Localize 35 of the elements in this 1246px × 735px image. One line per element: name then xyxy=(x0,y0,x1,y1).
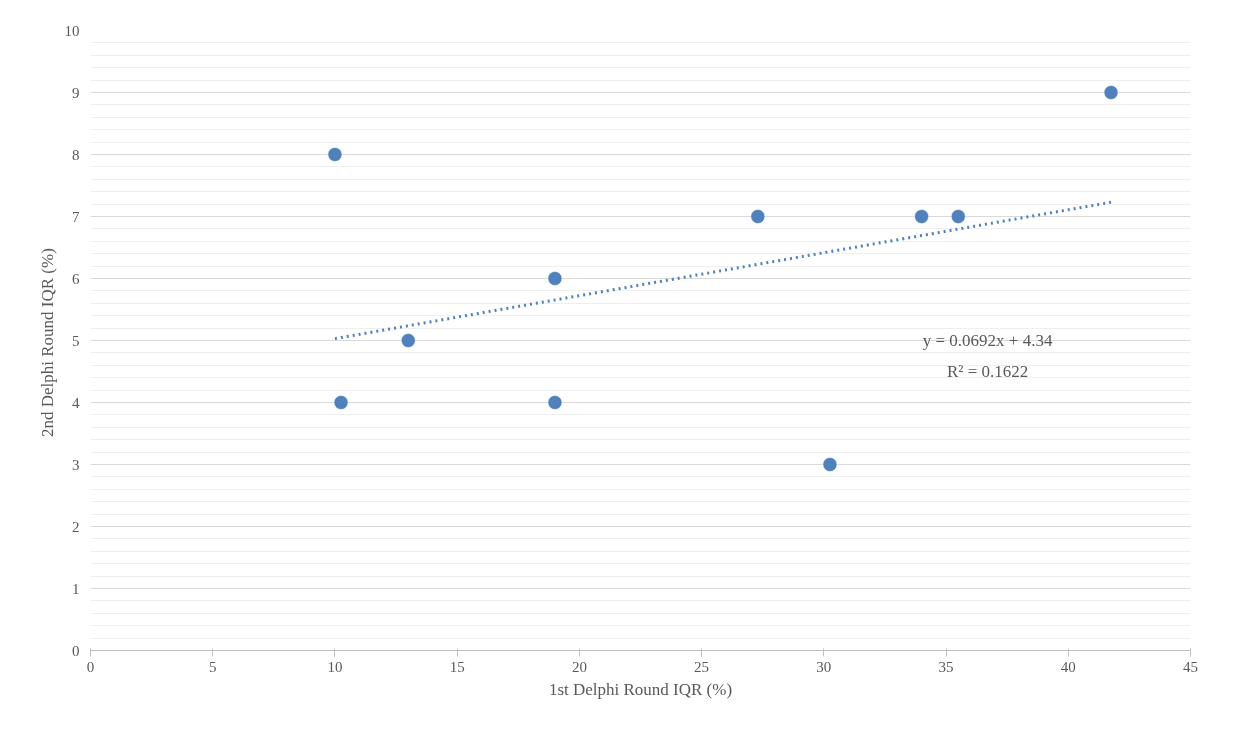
annotation: R² = 0.1622 xyxy=(946,362,1029,381)
y-axis-title: 2nd Delphi Round IQR (%) xyxy=(37,248,57,438)
y-tick-label: 4 xyxy=(72,394,80,411)
point xyxy=(951,209,966,224)
x-tick-label: 5 xyxy=(208,658,217,675)
point xyxy=(333,395,349,410)
x-tick-label: 10 xyxy=(327,658,343,675)
x-tick-label: 30 xyxy=(816,658,832,675)
y-tick-label: 8 xyxy=(72,146,80,163)
y-tick-label: 3 xyxy=(72,456,80,473)
y-tick-label: 2 xyxy=(72,518,80,535)
x-axis-title: 1st Delphi Round IQR (%) xyxy=(548,679,733,699)
point xyxy=(401,333,416,348)
point xyxy=(327,147,343,162)
y-tick-label: 6 xyxy=(72,270,80,287)
x-tick-label: 25 xyxy=(694,658,710,675)
y-tick-label: 10 xyxy=(64,22,80,39)
x-tick-label: 20 xyxy=(571,658,587,675)
point xyxy=(914,209,929,224)
point xyxy=(822,457,838,472)
x-tick-label: 45 xyxy=(1183,658,1198,675)
y-tick-label: 9 xyxy=(72,84,80,101)
annotation: y = 0.0692x + 4.34 xyxy=(922,331,1053,350)
point xyxy=(750,209,766,224)
point xyxy=(547,395,563,410)
x-tick-label: 35 xyxy=(938,658,954,675)
y-tick-label: 5 xyxy=(72,332,80,349)
y-tick-label: 1 xyxy=(72,580,80,597)
point xyxy=(547,271,563,286)
x-tick-label: 15 xyxy=(449,658,465,675)
x-tick-label: 40 xyxy=(1060,658,1076,675)
point xyxy=(1103,85,1119,100)
x-tick-label: 0 xyxy=(86,658,95,675)
y-tick-label: 0 xyxy=(72,642,80,659)
y-tick-label: 7 xyxy=(72,208,80,225)
